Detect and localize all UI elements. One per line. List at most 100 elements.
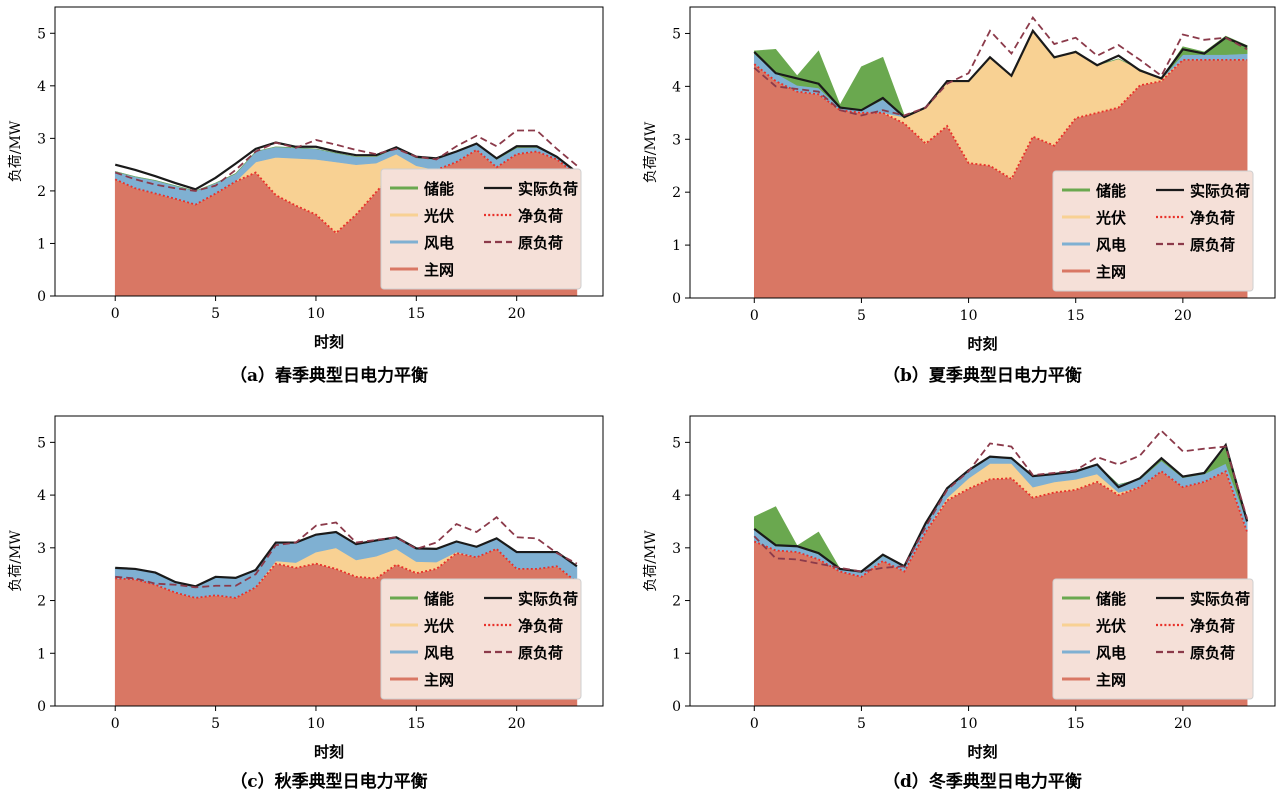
- x-axis-label: 时刻: [967, 335, 997, 353]
- x-axis-label: 时刻: [314, 333, 344, 351]
- legend-label-主网: 主网: [1096, 671, 1126, 689]
- series-line-实际负荷: [115, 530, 578, 588]
- series-line-净负荷: [115, 547, 578, 599]
- panel-caption: （b）夏季典型日电力平衡: [883, 365, 1082, 386]
- x-tick-label: 15: [1067, 716, 1085, 732]
- series-line-原负荷: [115, 516, 578, 589]
- y-tick-label: 3: [37, 131, 46, 147]
- legend-label-净负荷: 净负荷: [1190, 209, 1235, 227]
- y-tick-label: 4: [672, 79, 681, 95]
- y-tick-label: 5: [37, 435, 46, 451]
- x-tick-label: 0: [750, 716, 759, 732]
- y-tick-label: 4: [37, 79, 46, 95]
- y-tick-label: 3: [37, 541, 46, 557]
- x-tick-label: 20: [508, 306, 526, 322]
- series-line-原负荷: [753, 429, 1249, 573]
- y-axis-label: 负荷/MW: [8, 530, 24, 592]
- series-line-净负荷: [753, 470, 1248, 578]
- x-tick-label: 5: [857, 716, 866, 732]
- y-tick-label: 5: [37, 26, 46, 42]
- x-tick-label: 20: [1174, 716, 1192, 732]
- x-tick-label: 20: [1174, 308, 1192, 324]
- y-tick-label: 5: [672, 435, 681, 451]
- legend-box: [1052, 578, 1254, 700]
- legend-label-原负荷: 原负荷: [518, 234, 563, 252]
- legend-label-原负荷: 原负荷: [1190, 236, 1235, 254]
- chart-panel-2: 0 1 2 3 4 5 0 5 10 15 20 时刻 负荷/MW （b）夏季典型日电力平衡 储能 实际负荷光…: [643, 6, 1276, 386]
- chart-panel-1: 0 1 2 3 4 5 0 5 10 15 20 时刻 负荷/MW （a）春季典型日电力平衡 储能 实际负荷光…: [8, 6, 604, 386]
- y-tick-label: 1: [37, 236, 46, 252]
- y-tick-label: 2: [37, 184, 46, 200]
- plot-frame: [689, 415, 1276, 707]
- legend-label-光伏: 光伏: [423, 207, 454, 225]
- legend-label-原负荷: 原负荷: [1190, 644, 1235, 662]
- x-tick-label: 0: [111, 306, 120, 322]
- y-tick-label: 1: [672, 238, 681, 254]
- panel-caption: （a）春季典型日电力平衡: [230, 365, 428, 386]
- y-tick-label: 0: [672, 699, 681, 715]
- legend-box: [380, 168, 582, 290]
- x-axis-label: 时刻: [967, 743, 997, 761]
- x-tick-label: 5: [857, 308, 866, 324]
- legend-label-储能: 储能: [1096, 590, 1126, 608]
- y-tick-label: 0: [672, 291, 681, 307]
- x-tick-label: 10: [960, 308, 978, 324]
- x-tick-label: 15: [407, 306, 425, 322]
- legend-label-储能: 储能: [1096, 182, 1126, 200]
- y-tick-label: 5: [672, 26, 681, 42]
- x-tick-label: 0: [111, 716, 120, 732]
- legend-label-净负荷: 净负荷: [518, 617, 563, 635]
- legend-label-风电: 风电: [1096, 236, 1126, 254]
- plot-frame: [54, 6, 604, 297]
- legend-label-光伏: 光伏: [1095, 617, 1126, 635]
- chart-panel-4: 0 1 2 3 4 5 0 5 10 15 20 时刻 负荷/MW （d）冬季典型日电力平衡 储能 实际负荷光…: [643, 415, 1276, 792]
- legend-label-主网: 主网: [424, 261, 454, 279]
- x-tick-label: 10: [307, 306, 325, 322]
- legend-label-净负荷: 净负荷: [1190, 617, 1235, 635]
- y-tick-label: 0: [37, 289, 46, 305]
- legend-label-实际负荷: 实际负荷: [1190, 182, 1250, 200]
- x-tick-label: 10: [307, 716, 325, 732]
- y-tick-label: 1: [672, 646, 681, 662]
- y-tick-label: 1: [37, 646, 46, 662]
- legend-label-实际负荷: 实际负荷: [518, 180, 578, 198]
- y-tick-label: 4: [672, 488, 681, 504]
- y-axis-label: 负荷/MW: [8, 120, 24, 182]
- y-axis-label: 负荷/MW: [643, 121, 659, 183]
- series-line-实际负荷: [753, 28, 1248, 119]
- y-tick-label: 2: [37, 594, 46, 610]
- legend-label-风电: 风电: [424, 644, 454, 662]
- legend-label-风电: 风电: [424, 234, 454, 252]
- x-tick-label: 5: [211, 306, 220, 322]
- x-tick-label: 20: [508, 716, 526, 732]
- panel-caption: （d）冬季典型日电力平衡: [883, 771, 1082, 792]
- x-axis-label: 时刻: [314, 743, 344, 761]
- legend-label-实际负荷: 实际负荷: [1190, 590, 1250, 608]
- y-tick-label: 3: [672, 541, 681, 557]
- series-line-原负荷: [753, 16, 1248, 117]
- legend-box: [380, 578, 582, 700]
- legend-label-储能: 储能: [424, 590, 454, 608]
- legend-label-风电: 风电: [1096, 644, 1126, 662]
- x-tick-label: 0: [750, 308, 759, 324]
- series-line-原负荷: [114, 129, 578, 192]
- y-axis-label: 负荷/MW: [643, 530, 659, 592]
- x-tick-label: 10: [960, 716, 978, 732]
- y-tick-label: 4: [37, 488, 46, 504]
- plot-frame: [54, 415, 604, 707]
- legend-label-实际负荷: 实际负荷: [518, 590, 578, 608]
- legend-label-光伏: 光伏: [423, 617, 454, 635]
- chart-panel-3: 0 1 2 3 4 5 0 5 10 15 20 时刻 负荷/MW （c）秋季典型日电力平衡 储能 实际负荷光…: [8, 415, 604, 792]
- y-tick-label: 2: [672, 594, 681, 610]
- legend-label-原负荷: 原负荷: [518, 644, 563, 662]
- series-line-净负荷: [114, 148, 578, 235]
- legend-label-净负荷: 净负荷: [518, 207, 563, 225]
- y-tick-label: 3: [672, 132, 681, 148]
- series-line-实际负荷: [114, 141, 578, 191]
- legend-label-储能: 储能: [424, 180, 454, 198]
